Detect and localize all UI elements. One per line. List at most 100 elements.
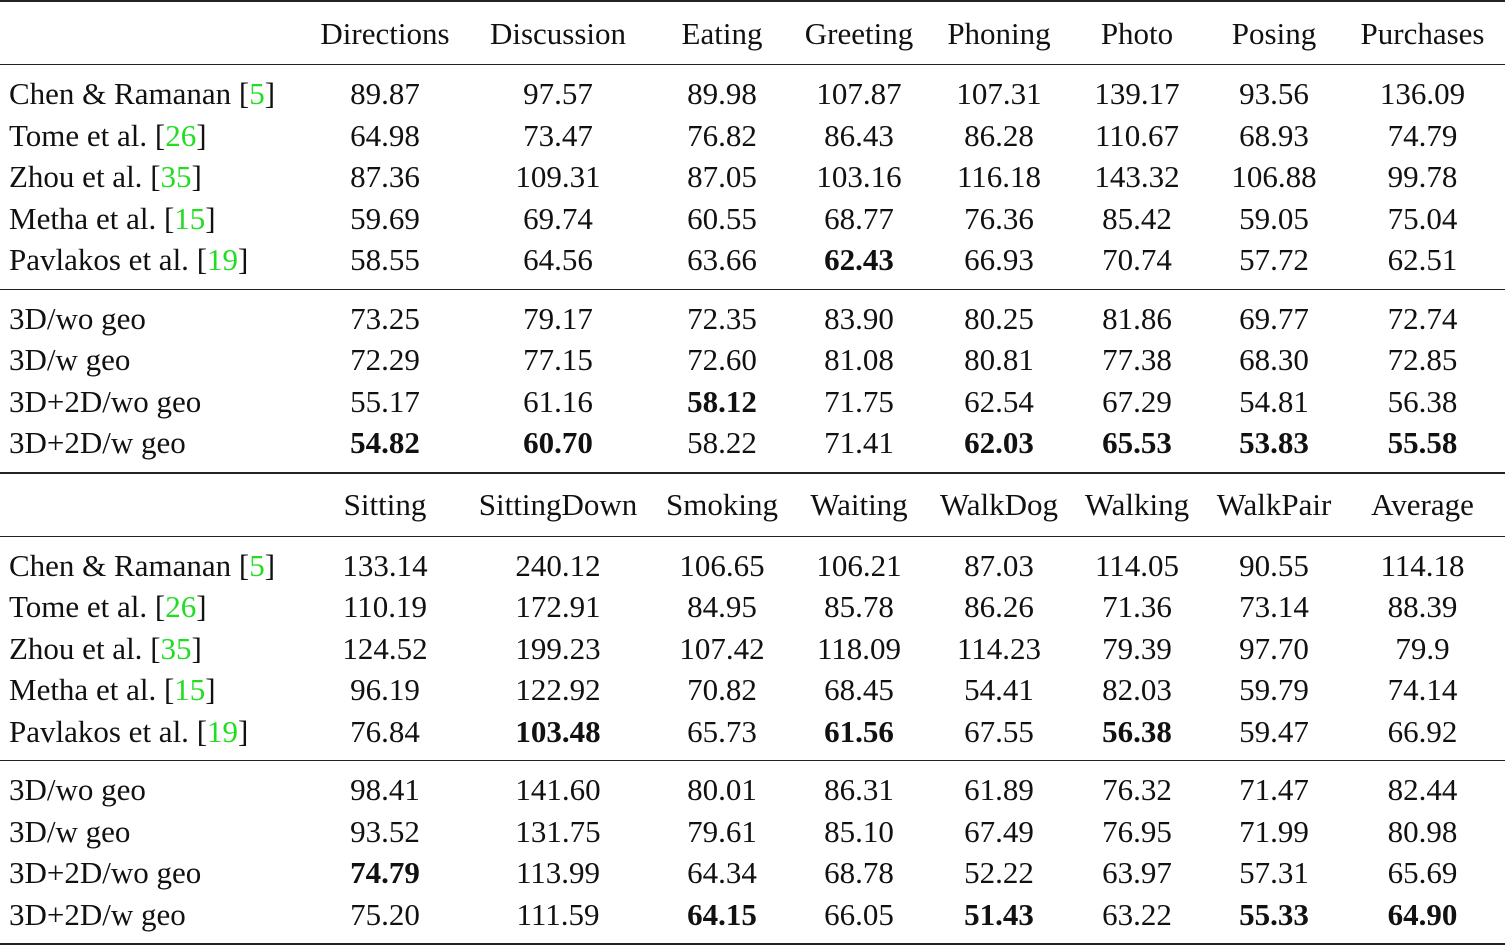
value-cell: 98.41 (312, 760, 458, 811)
method-name: Zhou et al. (9, 159, 143, 195)
value-cell: 64.98 (350, 117, 420, 153)
value-cell: 73.47 (523, 117, 593, 153)
value-cell: 87.05 (687, 159, 757, 195)
value-cell: 71.41 (824, 425, 894, 461)
method-name: Metha et al. (9, 200, 157, 236)
value-cell: 72.74 (1340, 288, 1505, 339)
table-row: 3D+2D/wo geo 74.79 113.99 64.34 68.78 52.22 63… (0, 852, 1505, 894)
method-cell: Zhou et al. [35] (9, 159, 202, 195)
value-cell: 86.28 (964, 117, 1034, 153)
citation-link[interactable]: 19 (207, 242, 239, 278)
value-cell: 82.44 (1340, 760, 1505, 811)
method-name: Metha et al. (9, 672, 157, 708)
citation-link[interactable]: 15 (174, 200, 206, 236)
method-cell: Pavlakos et al. [19] (9, 713, 249, 749)
value-cell: 107.87 (786, 64, 932, 115)
value-cell: 74.79 (1387, 117, 1458, 153)
value-cell: 80.81 (964, 342, 1034, 378)
table-row: Chen & Ramanan [5] 89.87 97.57 89.98 107.87 1… (0, 64, 1505, 115)
column-header: Posing (1208, 0, 1340, 65)
value-cell: 103.48 (515, 713, 601, 749)
method-name: 3D/wo geo (9, 772, 146, 808)
column-header: Walking (1066, 471, 1208, 536)
value-cell: 58.22 (687, 425, 757, 461)
method-name: 3D+2D/wo geo (9, 855, 202, 891)
method-name: 3D/wo geo (9, 300, 146, 336)
value-cell: 85.42 (1102, 200, 1172, 236)
table-row: Chen & Ramanan [5] 133.14 240.12 106.65 106.… (0, 535, 1505, 586)
method-cell: Chen & Ramanan [5] (0, 535, 312, 586)
method-name: 3D+2D/w geo (9, 896, 186, 932)
value-cell: 107.42 (679, 630, 765, 666)
value-cell: 79.39 (1102, 630, 1172, 666)
method-cell: 3D+2D/wo geo (0, 381, 312, 423)
value-cell: 93.56 (1208, 64, 1340, 115)
value-cell: 68.45 (824, 672, 894, 708)
value-cell: 141.60 (458, 760, 658, 811)
value-cell: 64.90 (1340, 893, 1505, 945)
value-cell: 71.99 (1239, 813, 1309, 849)
value-cell: 63.22 (1066, 893, 1208, 945)
citation-link[interactable]: 19 (207, 713, 239, 749)
value-cell: 103.16 (816, 159, 902, 195)
method-name: Chen & Ramanan (9, 76, 232, 112)
value-cell: 84.95 (687, 589, 757, 625)
value-cell: 86.43 (824, 117, 894, 153)
value-cell: 172.91 (515, 589, 601, 625)
value-cell: 65.53 (1102, 425, 1172, 461)
column-header: WalkPair (1208, 471, 1340, 536)
value-cell: 86.26 (964, 589, 1034, 625)
table-row: Metha et al. [15] 59.69 69.74 60.55 68.77 76.… (0, 198, 1505, 240)
value-cell: 106.88 (1231, 159, 1317, 195)
column-header: Average (1340, 471, 1505, 536)
value-cell: 58.12 (687, 383, 757, 419)
column-header: WalkDog (932, 471, 1066, 536)
method-name: Tome et al. (9, 589, 148, 625)
value-cell: 67.49 (964, 813, 1034, 849)
value-cell: 72.29 (350, 342, 420, 378)
value-cell: 66.05 (786, 893, 932, 945)
citation-link[interactable]: 15 (174, 672, 206, 708)
citation-link[interactable]: 26 (165, 589, 197, 625)
value-cell: 139.17 (1066, 64, 1208, 115)
value-cell: 57.72 (1239, 242, 1309, 278)
column-header: Directions (312, 0, 458, 65)
citation-link[interactable]: 5 (249, 76, 265, 112)
table-row: 3D/wo geo 73.25 79.17 72.35 83.90 80.25 81.86 6… (0, 288, 1505, 339)
value-cell: 114.23 (956, 630, 1042, 666)
citation-link[interactable]: 26 (165, 117, 197, 153)
value-cell: 62.51 (1387, 242, 1458, 278)
table-row: 3D+2D/w geo 54.82 60.70 58.22 71.41 62.03 65.5… (0, 422, 1505, 473)
value-cell: 76.95 (1102, 813, 1172, 849)
value-cell: 53.83 (1239, 425, 1309, 461)
value-cell: 107.31 (932, 64, 1066, 115)
value-cell: 69.77 (1208, 288, 1340, 339)
value-cell: 62.54 (964, 383, 1034, 419)
value-cell: 81.86 (1066, 288, 1208, 339)
value-cell: 64.34 (687, 855, 757, 891)
value-cell: 114.05 (1066, 535, 1208, 586)
value-cell: 110.19 (342, 589, 428, 625)
value-cell: 89.98 (658, 64, 786, 115)
value-cell: 83.90 (786, 288, 932, 339)
value-cell: 74.14 (1387, 672, 1458, 708)
value-cell: 87.36 (350, 159, 420, 195)
method-name: Chen & Ramanan (9, 547, 232, 583)
value-cell: 85.78 (824, 589, 894, 625)
citation-link[interactable]: 35 (160, 630, 192, 666)
value-cell: 116.18 (956, 159, 1042, 195)
value-cell: 66.92 (1387, 713, 1458, 749)
method-cell: 3D/wo geo (0, 760, 312, 811)
value-cell: 96.19 (350, 672, 420, 708)
table-row: Pavlakos et al. [19] 76.84 103.48 65.73 61.5… (0, 711, 1505, 761)
value-cell: 64.15 (658, 893, 786, 945)
value-cell: 97.57 (458, 64, 658, 115)
method-cell: Tome et al. [26] (9, 589, 207, 625)
citation-link[interactable]: 5 (249, 547, 265, 583)
value-cell: 55.58 (1387, 425, 1458, 461)
citation-link[interactable]: 35 (160, 159, 192, 195)
value-cell: 136.09 (1340, 64, 1505, 115)
value-cell: 109.31 (515, 159, 601, 195)
value-cell: 122.92 (515, 672, 601, 708)
